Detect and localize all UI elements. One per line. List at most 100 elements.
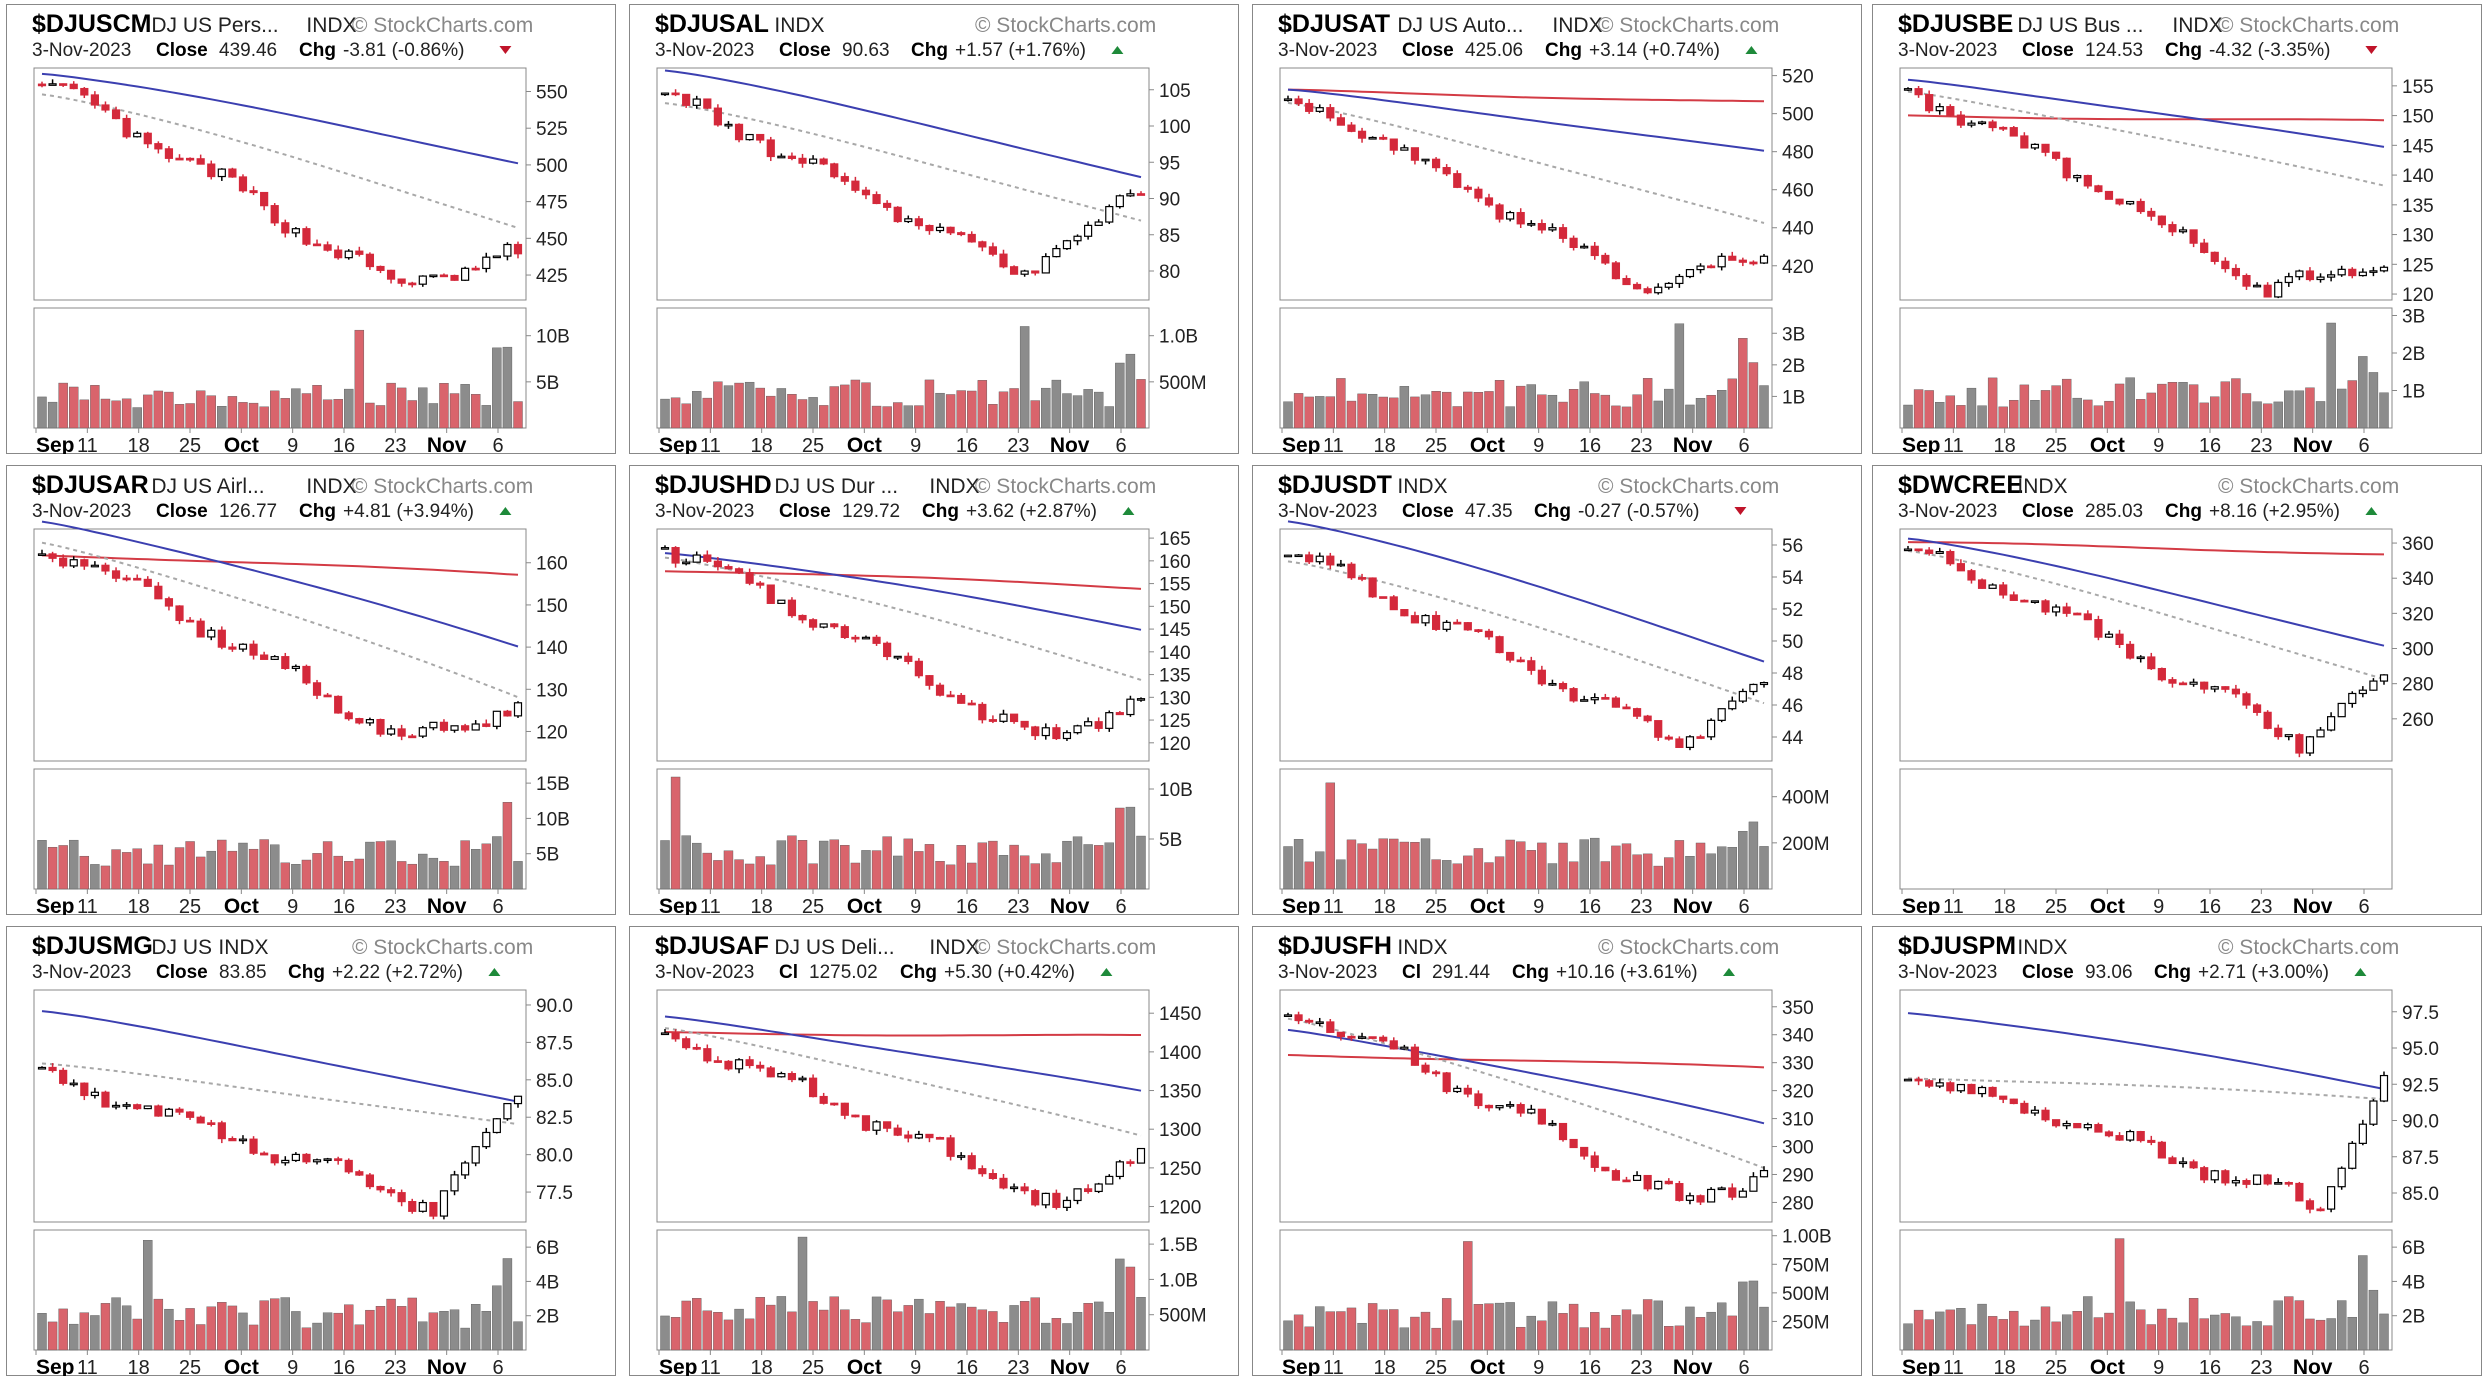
candle-body <box>1506 211 1515 220</box>
volume-bar <box>2262 403 2273 429</box>
candle-body <box>1031 1190 1040 1206</box>
candle-body <box>819 1095 828 1104</box>
price-tick-label: 1400 <box>1159 1043 1201 1064</box>
volume-bar <box>69 1323 79 1351</box>
volume-bar <box>1738 338 1748 429</box>
candle-body <box>260 1152 269 1156</box>
price-plot-frame <box>1899 989 2393 1223</box>
candle-body <box>312 682 322 696</box>
price-tick-label: 130 <box>1159 688 1191 709</box>
candle-body <box>935 684 945 696</box>
volume-bar <box>354 858 365 890</box>
candle-body <box>1537 669 1546 685</box>
candle-body <box>946 226 955 234</box>
volume-bar <box>1336 378 1346 429</box>
candle-body <box>429 721 438 729</box>
candle-body <box>745 1059 754 1067</box>
volume-bar <box>2220 1313 2231 1351</box>
candle-body <box>513 1095 523 1105</box>
candle-body <box>503 243 512 257</box>
candle-body <box>703 1048 712 1062</box>
candle-body <box>1126 698 1135 716</box>
volume-bar <box>734 1308 744 1351</box>
volume-bar <box>143 394 153 429</box>
volume-bar <box>1706 1311 1716 1351</box>
candle-body <box>270 205 279 224</box>
candle-body <box>450 274 459 281</box>
price-tick-label: 475 <box>536 193 568 214</box>
candle-body <box>260 191 269 207</box>
volume-tick-label: 10B <box>536 327 570 348</box>
volume-bar <box>1484 862 1494 890</box>
candle-body <box>217 168 226 178</box>
candle-body <box>2136 200 2145 213</box>
candle-body <box>334 695 343 714</box>
volume-bar <box>460 840 470 890</box>
volume-bar <box>2210 396 2220 429</box>
x-tick-label: 25 <box>802 896 824 915</box>
candle-body <box>1474 629 1483 632</box>
candle-body <box>1988 584 1997 589</box>
chart-panel-djusfh: $DJUSFH INDX © StockCharts.com 3-Nov-2023 Cl… <box>1252 926 1862 1376</box>
ma-200-line <box>1287 1054 1765 1069</box>
volume-bar <box>1494 856 1505 890</box>
candle-body <box>1368 577 1377 598</box>
candle-body <box>935 1136 945 1140</box>
close-label: Close <box>1402 40 1454 61</box>
x-tick-label: Nov <box>1673 434 1713 454</box>
candle-body <box>1738 259 1747 263</box>
x-tick-label: 16 <box>2199 896 2221 915</box>
volume-bar <box>1357 843 1367 890</box>
candle-body <box>2041 143 2050 153</box>
volume-bar <box>1093 845 1104 890</box>
price-tick-label: 280 <box>1782 1193 1814 1214</box>
candle-body <box>1474 1093 1483 1107</box>
price-tick-label: 97.5 <box>2402 1003 2439 1024</box>
price-tick-label: 135 <box>2402 196 2434 217</box>
x-tick-label: Sep <box>1902 1356 1941 1376</box>
candle-body <box>1020 1186 1029 1192</box>
volume-tick-label: 3B <box>2402 307 2425 328</box>
candle-body <box>840 176 849 182</box>
candle-body <box>1569 237 1578 248</box>
candle-body <box>2221 260 2230 270</box>
close-value: 83.85 <box>219 962 267 983</box>
volume-bar <box>291 1311 301 1351</box>
chart-panel-djusbe: $DJUSBE DJ US Bus ... INDX© StockCharts.co… <box>1872 4 2482 454</box>
volume-bar <box>977 842 988 890</box>
candle-body <box>1379 1036 1388 1042</box>
volume-bar <box>375 405 386 429</box>
x-tick-label: 11 <box>700 435 721 454</box>
symbol-label: $DJUSAR <box>32 471 149 499</box>
candle-body <box>756 582 765 586</box>
candle-body <box>1903 1078 1913 1082</box>
chg-value: +2.22 (+2.72%) <box>332 962 463 983</box>
price-tick-label: 120 <box>2402 285 2434 306</box>
volume-bar <box>1977 405 1987 429</box>
volume-bar <box>1009 844 1019 890</box>
volume-bar <box>871 1296 882 1351</box>
candle-body <box>883 1121 892 1129</box>
volume-bar <box>407 400 417 429</box>
candle-body <box>893 655 902 659</box>
volume-bar <box>2231 1316 2241 1351</box>
volume-bar <box>312 385 322 429</box>
candle-body <box>122 577 131 581</box>
candle-body <box>1738 690 1747 702</box>
volume-bar <box>90 1315 100 1351</box>
x-tick-label: Sep <box>659 434 698 454</box>
volume-bar <box>1399 1327 1410 1351</box>
source-label: © StockCharts.com <box>1598 936 1779 959</box>
volume-bar <box>1924 390 1934 429</box>
ma-20-line <box>1907 90 2385 187</box>
volume-bar <box>1093 391 1104 429</box>
volume-bar <box>1125 1266 1136 1351</box>
volume-bar <box>861 850 871 890</box>
x-tick-label: Nov <box>2293 895 2333 915</box>
x-tick-label: 18 <box>751 896 773 915</box>
x-tick-label: 18 <box>751 1357 773 1376</box>
candle-body <box>217 1122 226 1140</box>
x-tick-label: 16 <box>2199 435 2221 454</box>
source-label: © StockCharts.com <box>975 14 1156 37</box>
